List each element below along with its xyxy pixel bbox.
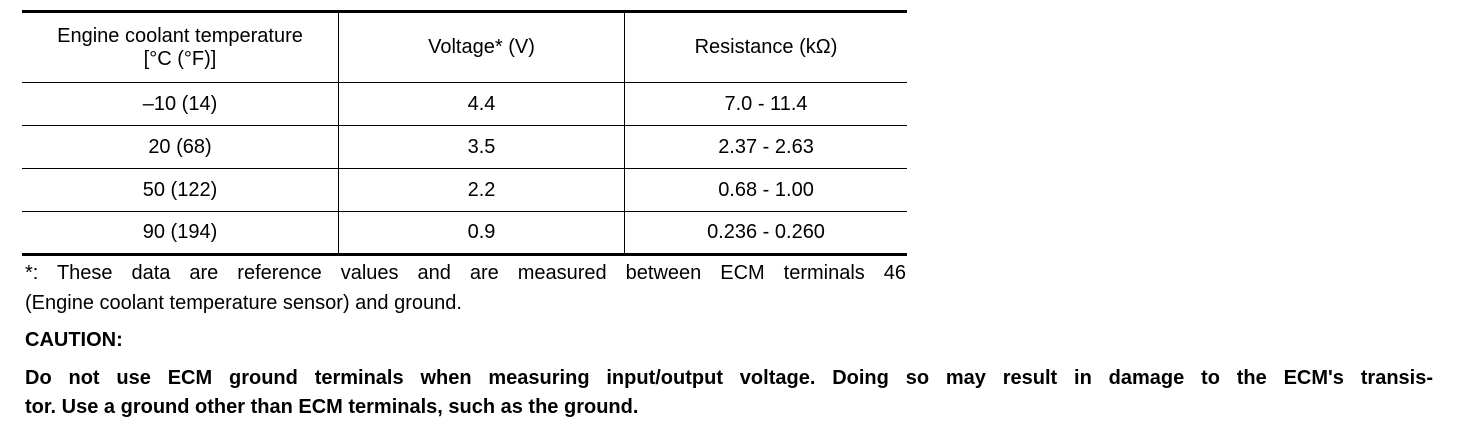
table-cell: 0.68 - 1.00 [624,168,907,212]
caution-title: CAUTION: [25,329,123,351]
spec-table: Engine coolant temperature [°C (°F)] Vol… [22,10,907,256]
table-row: 20 (68) 3.5 2.37 - 2.63 [22,125,907,169]
footnote-line: (Engine coolant temperature sensor) and … [25,292,462,314]
table-cell: 0.9 [338,211,625,256]
table-cell: 4.4 [338,82,625,126]
header-cell: Engine coolant temperature [°C (°F)] [22,11,339,83]
table-cell: 7.0 - 11.4 [624,82,907,126]
table-cell: –10 (14) [22,82,339,126]
caution-line: tor. Use a ground other than ECM termina… [25,396,639,418]
header-cell: Voltage* (V) [338,11,625,83]
table-cell: 90 (194) [22,211,339,256]
header-row: Engine coolant temperature [°C (°F)] Vol… [22,11,907,83]
table-row: –10 (14) 4.4 7.0 - 11.4 [22,82,907,126]
caution-line: Do not use ECM ground terminals when mea… [25,367,1433,389]
table-cell: 20 (68) [22,125,339,169]
header-line: Engine coolant temperature [57,24,303,47]
table-cell: 50 (122) [22,168,339,212]
table-cell: 2.2 [338,168,625,212]
footnote-line: *: These data are reference values and a… [25,262,906,284]
header-cell: Resistance (kΩ) [624,11,907,83]
table-cell: 3.5 [338,125,625,169]
table-row: 90 (194) 0.9 0.236 - 0.260 [22,211,907,256]
table-body: –10 (14) 4.4 7.0 - 11.4 20 (68) 3.5 2.37 - 2.… [22,82,907,256]
header-line: [°C (°F)] [143,47,217,70]
table-row: 50 (122) 2.2 0.68 - 1.00 [22,168,907,212]
table-cell: 0.236 - 0.260 [624,211,907,256]
table-cell: 2.37 - 2.63 [624,125,907,169]
